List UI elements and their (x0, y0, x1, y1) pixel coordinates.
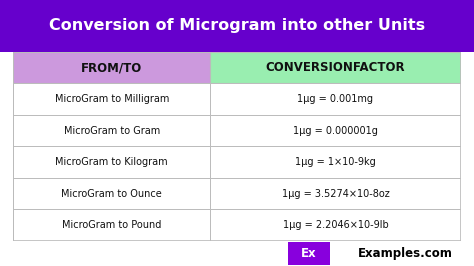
Text: 1μg = 0.001mg: 1μg = 0.001mg (298, 94, 374, 104)
FancyBboxPatch shape (210, 115, 461, 146)
Text: Examples.com: Examples.com (358, 247, 453, 260)
FancyBboxPatch shape (13, 115, 210, 146)
FancyBboxPatch shape (13, 209, 210, 241)
FancyBboxPatch shape (210, 52, 461, 83)
Text: Conversion of Microgram into other Units: Conversion of Microgram into other Units (49, 18, 425, 34)
Text: FROM/TO: FROM/TO (81, 61, 142, 74)
Text: 1μg = 1×10-9kg: 1μg = 1×10-9kg (295, 157, 376, 167)
Text: 1μg = 3.5274×10-8oz: 1μg = 3.5274×10-8oz (282, 189, 389, 198)
FancyBboxPatch shape (210, 209, 461, 241)
FancyBboxPatch shape (13, 83, 210, 115)
FancyBboxPatch shape (0, 0, 474, 52)
Text: MicroGram to Kilogram: MicroGram to Kilogram (55, 157, 168, 167)
FancyBboxPatch shape (288, 243, 330, 265)
Text: Ex: Ex (301, 247, 317, 260)
Text: MicroGram to Gram: MicroGram to Gram (64, 126, 160, 136)
Text: MicroGram to Milligram: MicroGram to Milligram (55, 94, 169, 104)
FancyBboxPatch shape (210, 83, 461, 115)
Text: 1μg = 0.000001g: 1μg = 0.000001g (293, 126, 378, 136)
FancyBboxPatch shape (13, 146, 210, 178)
Text: 1μg = 2.2046×10-9lb: 1μg = 2.2046×10-9lb (283, 220, 388, 230)
FancyBboxPatch shape (210, 146, 461, 178)
Text: CONVERSIONFACTOR: CONVERSIONFACTOR (265, 61, 405, 74)
FancyBboxPatch shape (210, 178, 461, 209)
FancyBboxPatch shape (13, 52, 210, 83)
Text: MicroGram to Ounce: MicroGram to Ounce (61, 189, 162, 198)
FancyBboxPatch shape (13, 178, 210, 209)
Text: MicroGram to Pound: MicroGram to Pound (62, 220, 162, 230)
